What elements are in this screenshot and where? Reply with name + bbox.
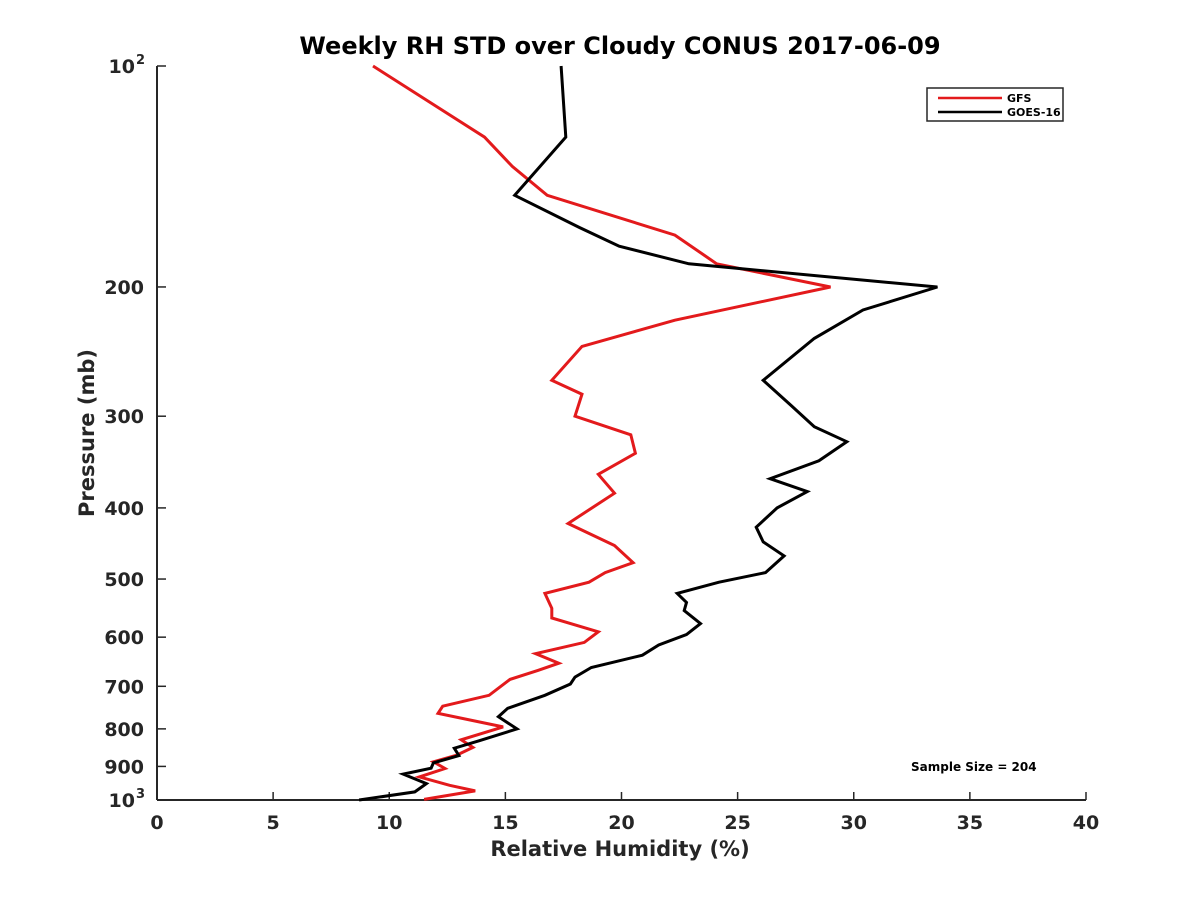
y-tick-label: 600 — [104, 627, 144, 649]
y-axis-label: Pressure (mb) — [75, 349, 99, 517]
series-line-goes-16 — [358, 65, 938, 802]
x-tick-label: 40 — [1073, 812, 1099, 834]
y-tick-label: 200 — [104, 277, 144, 299]
y-tick-label: 300 — [104, 406, 144, 428]
x-tick-label: 5 — [267, 812, 280, 834]
x-tick-label: 30 — [841, 812, 867, 834]
legend-label: GFS — [1007, 92, 1032, 105]
x-tick-label: 25 — [724, 812, 750, 834]
y-tick-exponent: 2 — [136, 53, 145, 68]
y-tick-exponent: 3 — [136, 787, 145, 802]
x-ticks: 0 5 10 15 20 25 30 35 40 — [150, 792, 1099, 834]
x-axis-label: Relative Humidity (%) — [490, 837, 749, 861]
x-tick-label: 10 — [376, 812, 402, 834]
y-tick-label: 800 — [104, 719, 144, 741]
legend-label: GOES-16 — [1007, 106, 1061, 119]
y-tick-label: 10 — [109, 56, 135, 78]
x-tick-label: 0 — [150, 812, 163, 834]
y-tick-label: 700 — [104, 676, 144, 698]
x-tick-label: 35 — [957, 812, 983, 834]
y-tick-label: 400 — [104, 498, 144, 520]
series-line-gfs — [372, 64, 831, 801]
series-layer — [358, 64, 938, 802]
chart-title: Weekly RH STD over Cloudy CONUS 2017-06-… — [299, 32, 940, 60]
y-tick-label: 900 — [104, 756, 144, 778]
x-tick-label: 15 — [492, 812, 518, 834]
y-tick-label: 10 — [109, 790, 135, 812]
y-tick-label: 500 — [104, 569, 144, 591]
x-tick-label: 20 — [608, 812, 634, 834]
legend-box — [926, 87, 1064, 122]
sample-size-annotation: Sample Size = 204 — [911, 760, 1037, 774]
